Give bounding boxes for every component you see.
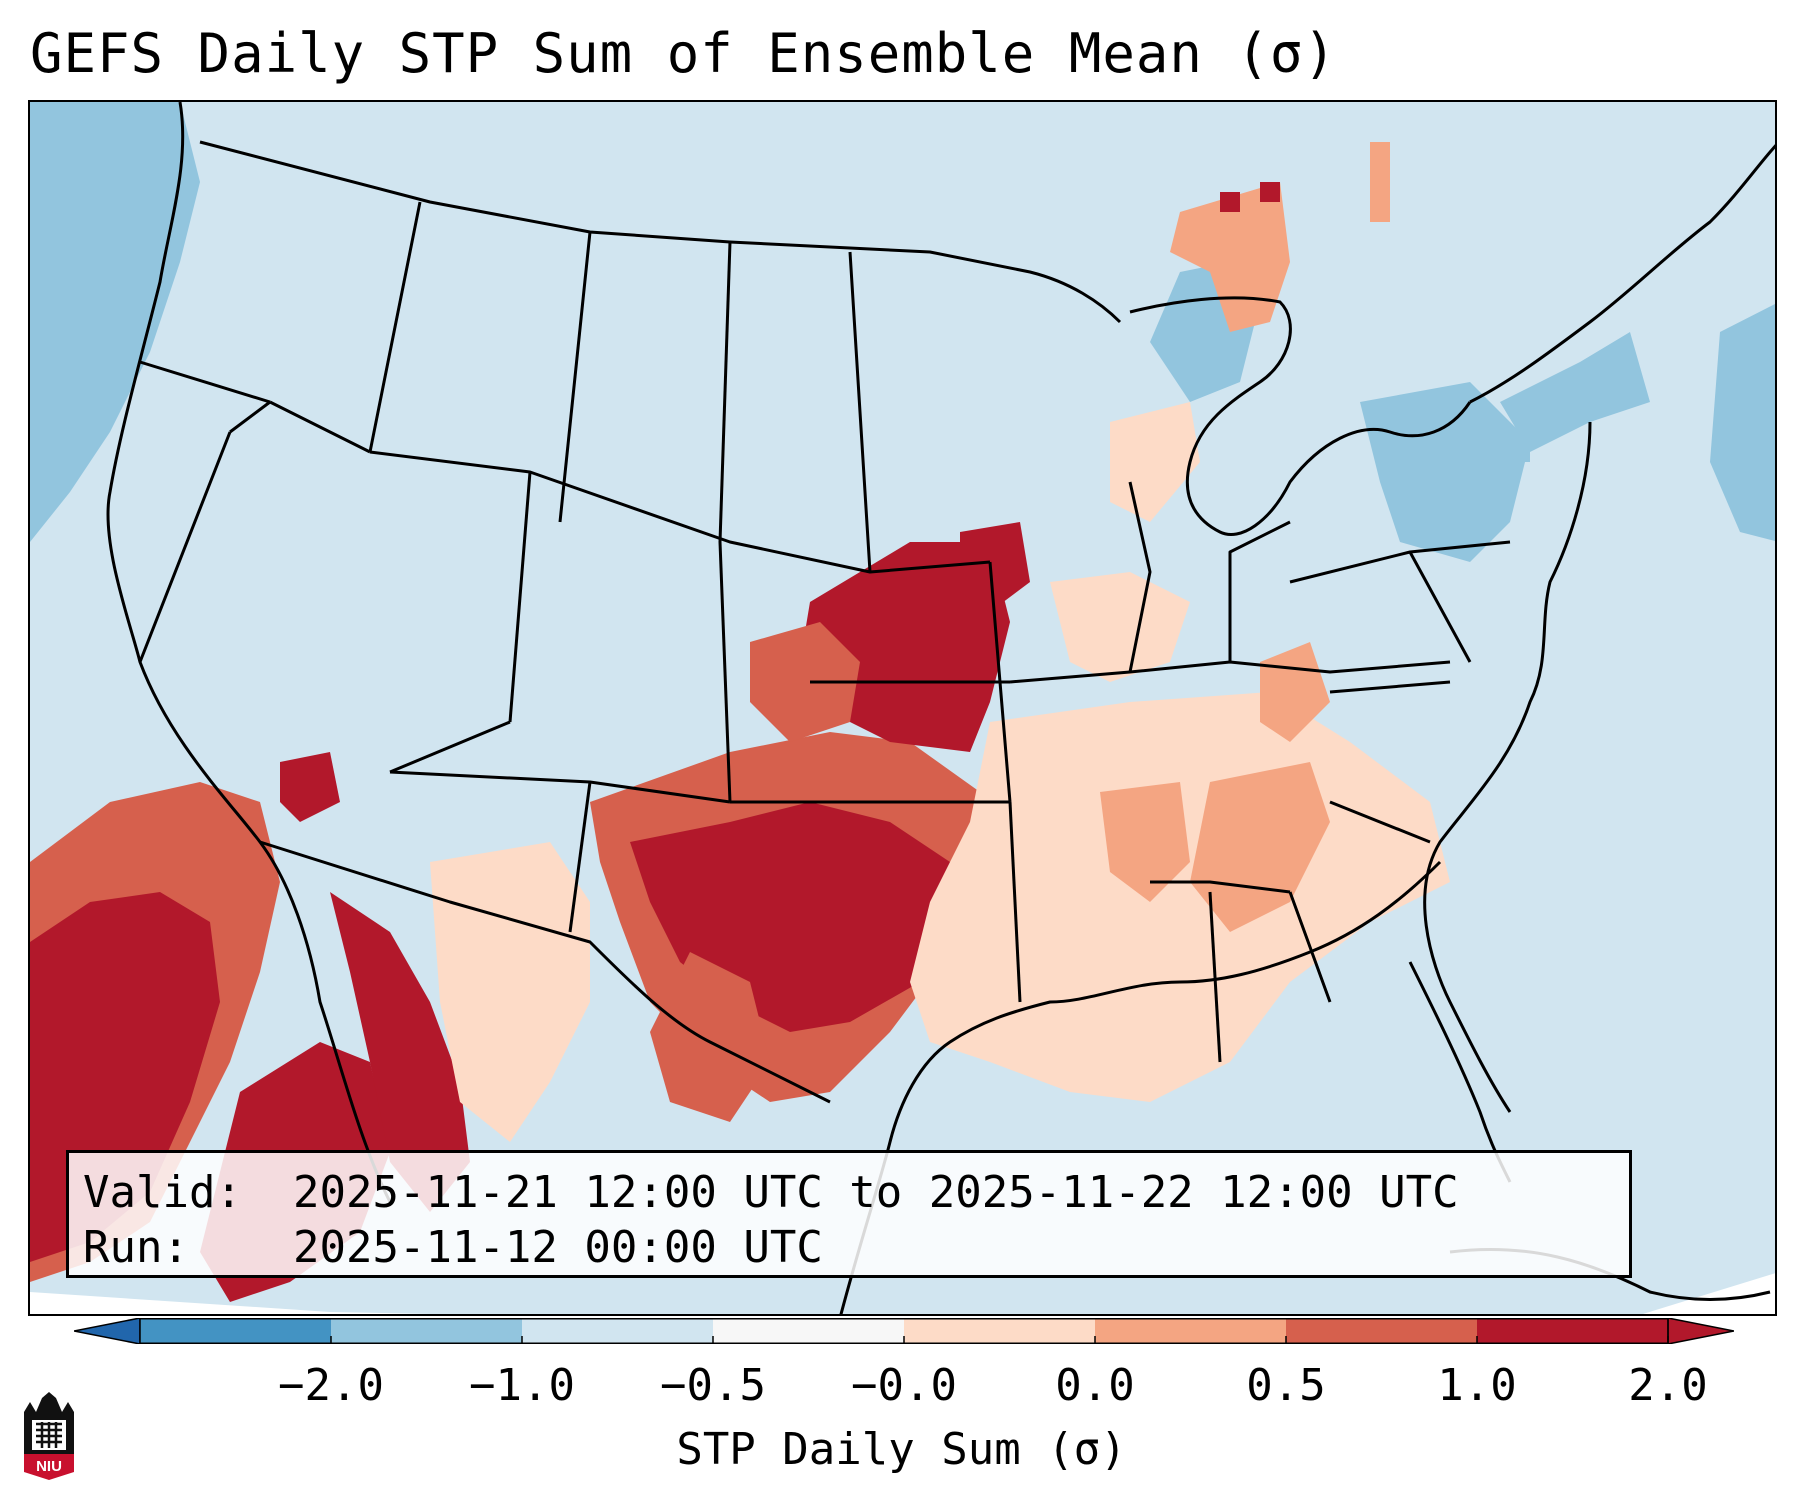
colorbar-segment: [140, 1318, 332, 1344]
colorbar-segment: [522, 1318, 714, 1344]
map-boundaries: [106, 102, 1775, 1314]
run-label: Run:: [83, 1222, 189, 1273]
valid-time-line: Valid: 2025-11-21 12:00 UTC to 2025-11-22…: [83, 1165, 1629, 1220]
colorbar-tick-label: −1.0: [469, 1360, 575, 1411]
pacific-negative-anomaly: [30, 102, 1775, 542]
colorbar-tick-label: 1.0: [1437, 1360, 1517, 1411]
colorbar-segment: [1477, 1318, 1669, 1344]
upper-michigan-positive-anomaly: [1170, 142, 1390, 332]
run-time-value: 2025-11-12 00:00 UTC: [293, 1222, 823, 1273]
chart-title: GEFS Daily STP Sum of Ensemble Mean (σ): [30, 22, 1337, 85]
colorbar-segment: [1286, 1318, 1478, 1344]
colorbar-segment: [1095, 1318, 1287, 1344]
colorbar-segment: [331, 1318, 523, 1344]
plains-positive-anomaly: [590, 522, 1030, 1122]
colorbar-tick-label: −0.0: [851, 1360, 957, 1411]
colorbar-tick-label: −0.5: [660, 1360, 766, 1411]
valid-label: Valid:: [83, 1167, 242, 1218]
great-lakes-negative-anomaly: [1150, 262, 1650, 562]
colorbar-label: STP Daily Sum (σ): [676, 1424, 1127, 1475]
colorbar-tick-label: 0.5: [1246, 1360, 1326, 1411]
colorbar-under-extend: [74, 1318, 141, 1344]
projection-edge-wash: [30, 1292, 430, 1314]
niu-logo: NIU: [24, 1392, 74, 1480]
colorbar-over-extend: [1667, 1318, 1734, 1344]
colorbar-tick-label: 0.0: [1055, 1360, 1135, 1411]
valid-time-value: 2025-11-21 12:00 UTC to 2025-11-22 12:00…: [293, 1167, 1459, 1218]
colorbar-segment: [713, 1318, 905, 1344]
map-panel: [28, 100, 1777, 1316]
colorbar-tick-label: −2.0: [278, 1360, 384, 1411]
colorbar-tick-label: 2.0: [1628, 1360, 1708, 1411]
valid-run-info-box: Valid: 2025-11-21 12:00 UTC to 2025-11-22…: [66, 1150, 1632, 1278]
niu-logo-text: NIU: [36, 1458, 62, 1475]
colorbar-segment: [904, 1318, 1096, 1344]
projection-edge-wash-right: [1642, 1273, 1775, 1314]
colorbar: [74, 1318, 1734, 1344]
run-time-line: Run: 2025-11-12 00:00 UTC: [83, 1220, 1629, 1275]
